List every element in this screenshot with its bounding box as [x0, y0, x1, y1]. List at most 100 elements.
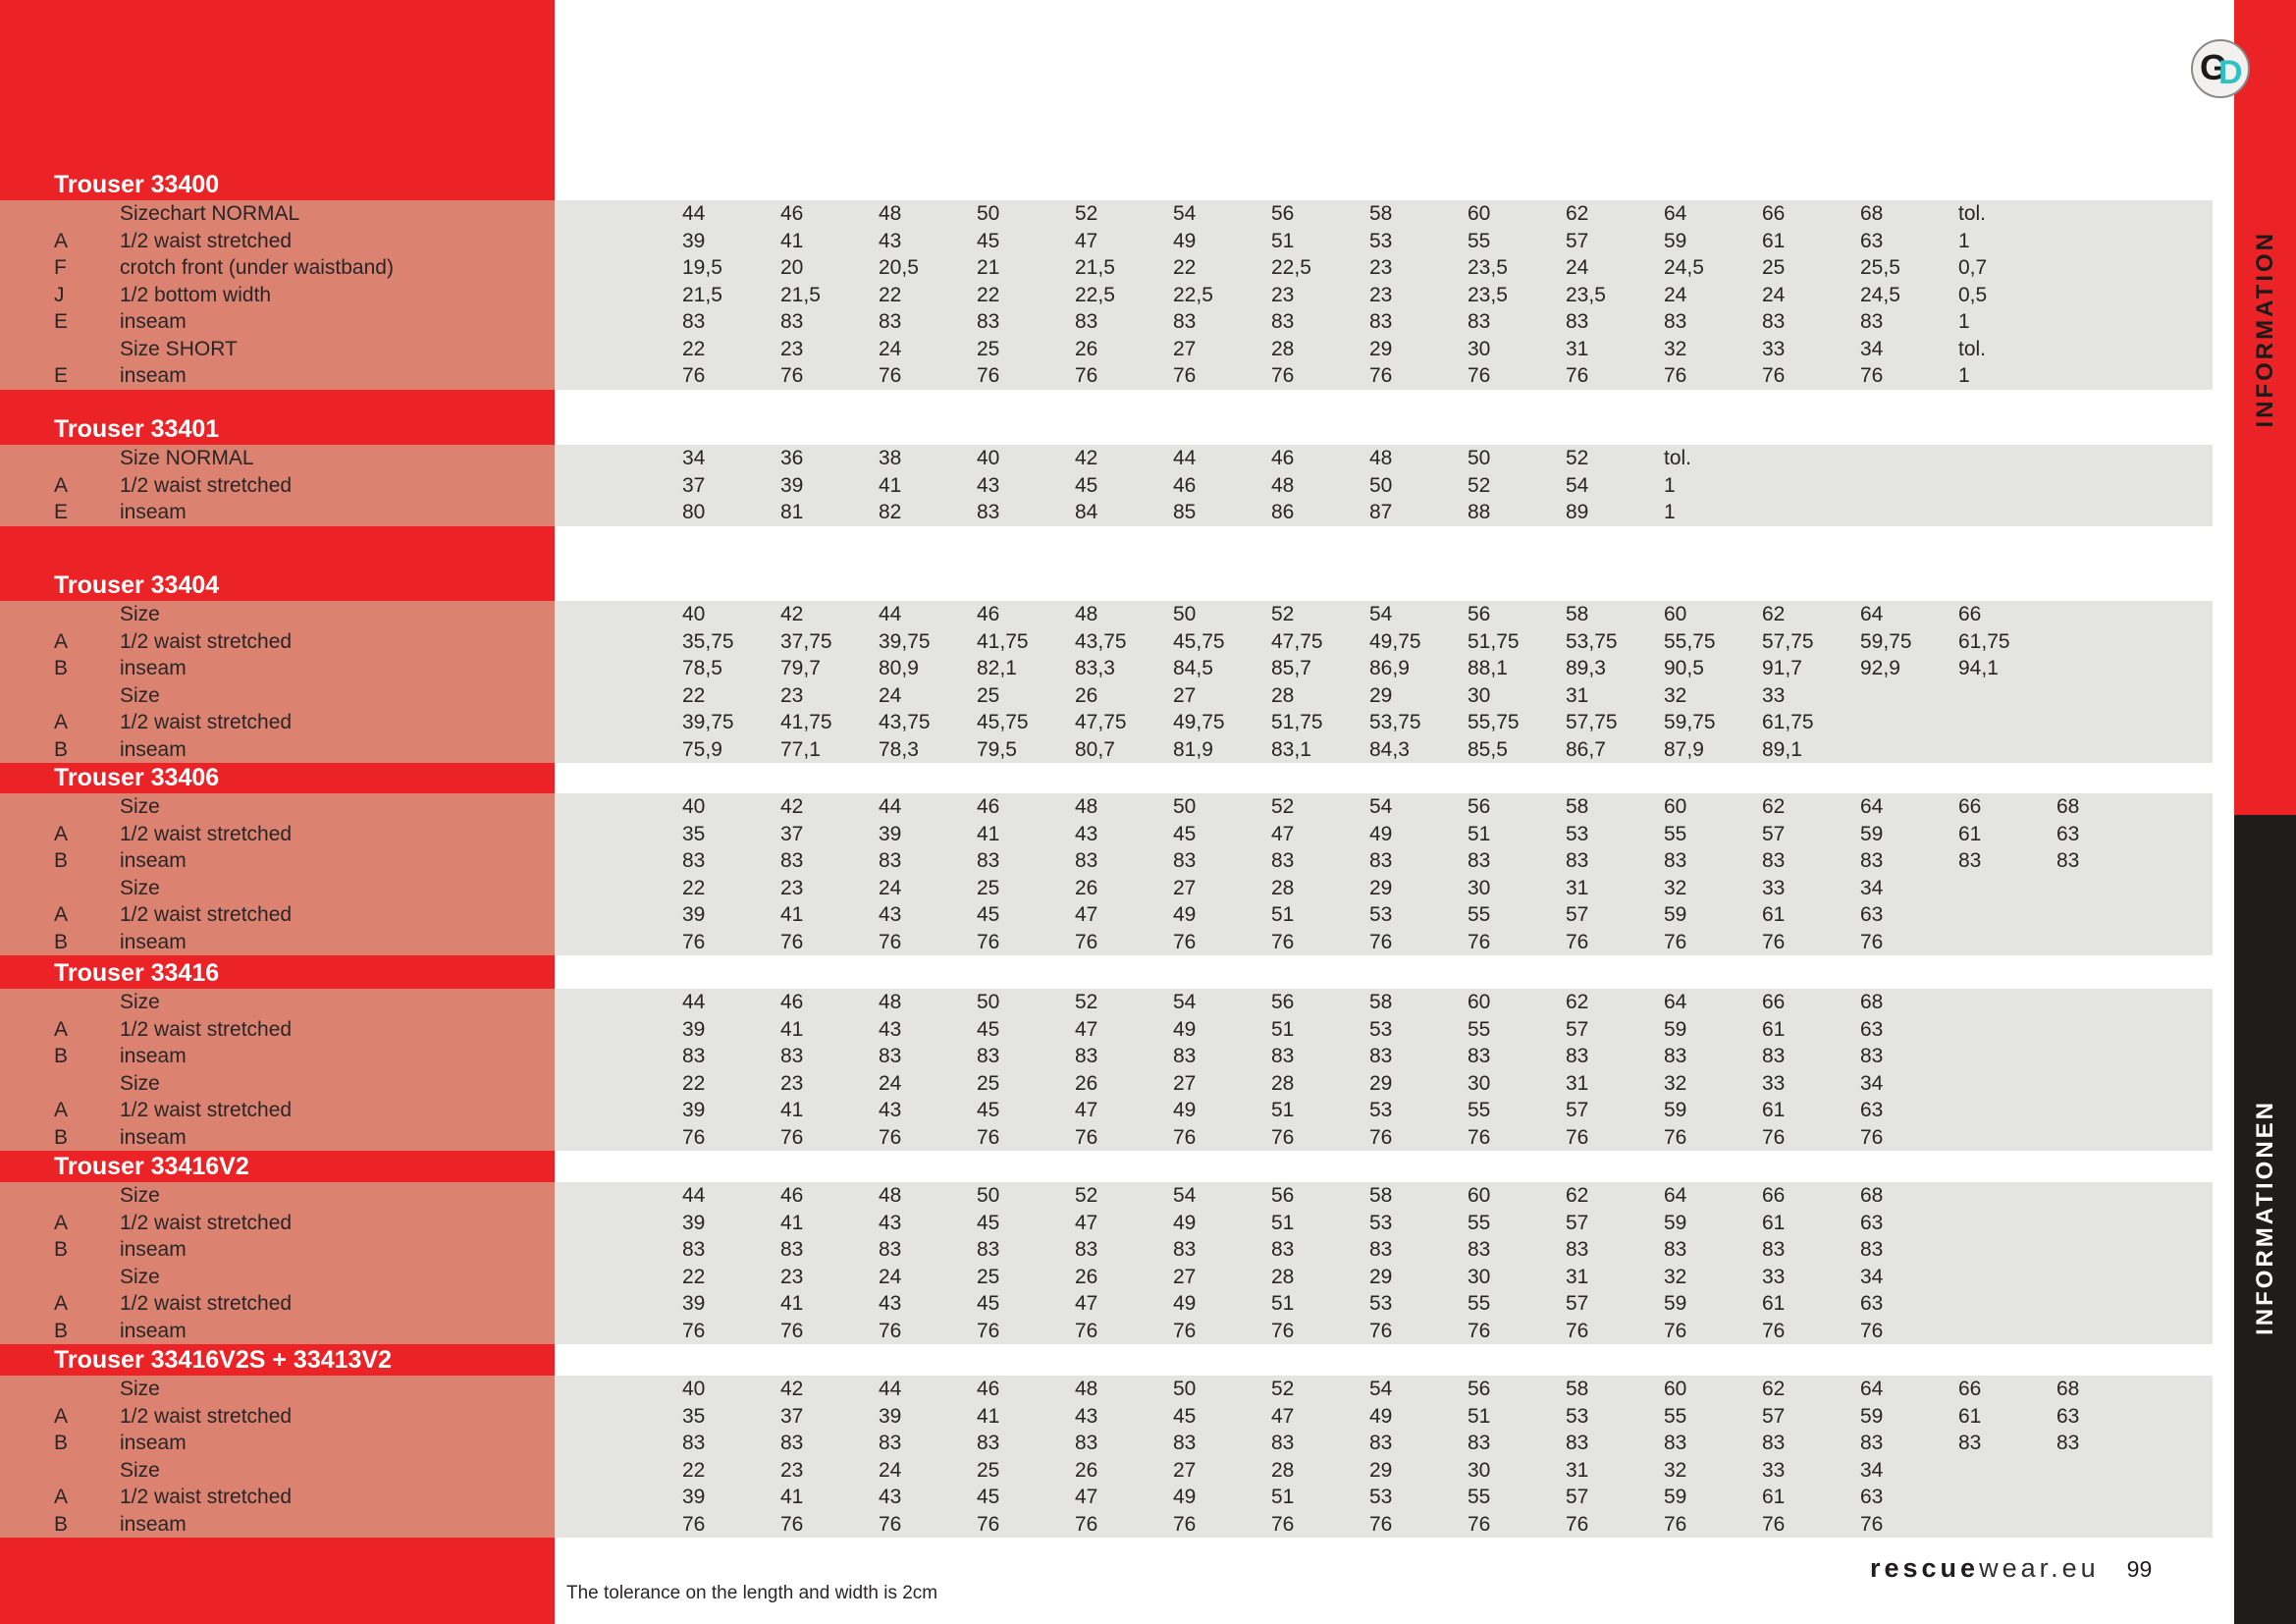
size-value-cell: 66 — [1762, 202, 1786, 225]
measure-letter: J — [54, 283, 65, 306]
size-value-cell: 76 — [1468, 1319, 1491, 1342]
size-value-cell: 83 — [977, 1432, 1000, 1454]
measure-description: 1/2 waist stretched — [120, 1292, 293, 1315]
size-value-cell: 22 — [682, 1458, 706, 1482]
size-value-cell: 76 — [1271, 1512, 1295, 1536]
size-value-cell: 53 — [1369, 1099, 1393, 1121]
size-value-cell: 29 — [1369, 1458, 1393, 1482]
size-value-cell: 47,75 — [1271, 629, 1323, 653]
size-value-cell: 76 — [1566, 1512, 1589, 1536]
size-value-cell: 57,75 — [1762, 629, 1814, 653]
grid-block-33416V2: 44 46 48 50 52 54 56 58 60 62 64 66 68 39 41 43 45 47 49 51… — [555, 1182, 2213, 1344]
spec-label-row: Size — [0, 1264, 555, 1291]
size-value-cell: 83 — [1369, 310, 1393, 333]
size-value-cell: 63 — [1860, 1486, 1884, 1508]
size-value-cell: 37,75 — [780, 629, 832, 653]
size-value-cell: 76 — [977, 364, 1000, 387]
size-value-cell: 61 — [1762, 1099, 1786, 1121]
size-value-cell: 51,75 — [1271, 711, 1323, 733]
size-value-cell: 49 — [1173, 1486, 1197, 1508]
section-title-33401: Trouser 33401 — [54, 415, 220, 443]
section-title-33416V2: Trouser 33416V2 — [54, 1153, 249, 1180]
size-value-cell: 47 — [1075, 1017, 1098, 1041]
size-value-cell: 47 — [1075, 1292, 1098, 1315]
size-value-cell: 82,1 — [977, 657, 1017, 679]
size-value-cell: 39 — [682, 1099, 706, 1121]
size-value-cell: 45 — [977, 1486, 1000, 1508]
size-value-cell: 33 — [1762, 337, 1786, 360]
size-value-cell: 31 — [1566, 1458, 1589, 1482]
size-value-cell: 85,7 — [1271, 657, 1311, 679]
size-value-cell: 43 — [879, 1017, 902, 1041]
size-value-cell: 54 — [1566, 473, 1589, 497]
size-value-cell: 60 — [1664, 1378, 1687, 1400]
size-value-cell: 31 — [1566, 1265, 1589, 1288]
measure-description: Size — [120, 876, 160, 899]
size-value-cell: 45 — [977, 1211, 1000, 1234]
size-value-cell: 76 — [682, 1125, 706, 1149]
size-value-cell: 51 — [1271, 229, 1295, 252]
size-value-cell: 22,5 — [1075, 283, 1115, 306]
size-value-cell: 60 — [1468, 991, 1491, 1013]
size-value-cell: 57 — [1566, 1292, 1589, 1315]
size-value-cell: 76 — [1271, 1125, 1295, 1149]
spec-label-row: Size NORMAL — [0, 445, 555, 472]
size-value-cell: 76 — [1271, 930, 1295, 953]
size-value-cell: 28 — [1271, 876, 1295, 899]
size-value-cell: 49,75 — [1173, 711, 1225, 733]
size-value-cell: 83 — [879, 849, 902, 872]
size-value-cell: 39 — [682, 229, 706, 252]
size-value-cell: 83 — [1860, 1238, 1884, 1261]
size-value-cell: 83 — [1762, 1045, 1786, 1067]
size-value-cell: 41 — [977, 1404, 1000, 1428]
size-value-cell: 59,75 — [1860, 629, 1912, 653]
size-value-cell: 61,75 — [1762, 711, 1814, 733]
size-value-cell: 61 — [1762, 229, 1786, 252]
size-value-row: 76 76 76 76 76 76 76 76 76 76 76 76 76 — [555, 1318, 2213, 1345]
size-value-row: 83 83 83 83 83 83 83 83 83 83 83 83 83 — [555, 1043, 2213, 1070]
measure-description: inseam — [120, 737, 187, 761]
size-value-cell: 76 — [780, 364, 804, 387]
size-value-row: 40 42 44 46 48 50 52 54 56 58 60 62 64 66 68 — [555, 793, 2213, 821]
size-value-cell: 39,75 — [682, 711, 734, 733]
size-value-cell: 59 — [1860, 1404, 1884, 1428]
measure-letter: B — [54, 1125, 69, 1149]
size-value-cell: 83 — [682, 1045, 706, 1067]
size-value-row: 80 81 82 83 84 85 86 87 88 89 1 — [555, 499, 2213, 526]
size-value-cell: 57,75 — [1566, 711, 1618, 733]
measure-letter: F — [54, 256, 67, 279]
measure-description: 1/2 bottom width — [120, 283, 272, 306]
size-value-cell: 76 — [1762, 364, 1786, 387]
size-value-cell: 35 — [682, 822, 706, 845]
size-value-cell: 22 — [682, 1071, 706, 1095]
size-value-cell: 54 — [1173, 202, 1197, 225]
size-value-cell: 55,75 — [1664, 629, 1716, 653]
size-value-cell: 30 — [1468, 1071, 1491, 1095]
size-value-cell: 26 — [1075, 1458, 1098, 1482]
size-value-cell: 85 — [1173, 501, 1197, 523]
size-value-cell: 83 — [1271, 1045, 1295, 1067]
size-value-cell: 61,75 — [1958, 629, 2010, 653]
size-value-cell: 22 — [682, 1265, 706, 1288]
size-value-cell: 91,7 — [1762, 657, 1802, 679]
measure-letter: B — [54, 1045, 69, 1067]
size-value-cell: 49 — [1173, 1017, 1197, 1041]
gd-logo-icon: G D — [2191, 39, 2250, 98]
size-value-row: 83 83 83 83 83 83 83 83 83 83 83 83 83 83 83 — [555, 847, 2213, 875]
spec-label-row: A 1/2 waist stretched — [0, 472, 555, 500]
size-value-cell: 52 — [1075, 1184, 1098, 1207]
size-value-cell: 23,5 — [1566, 283, 1606, 306]
size-value-cell: 64 — [1860, 795, 1884, 818]
spec-label-row: Size — [0, 989, 555, 1016]
size-value-cell: 29 — [1369, 1265, 1393, 1288]
size-value-cell: 57 — [1566, 903, 1589, 926]
size-value-cell: 76 — [1860, 1512, 1884, 1536]
size-value-cell: 59 — [1860, 822, 1884, 845]
brand-rescue: rescue — [1870, 1553, 1980, 1583]
size-value-row: 76 76 76 76 76 76 76 76 76 76 76 76 76 — [555, 1511, 2213, 1539]
section-title-33416: Trouser 33416 — [54, 959, 220, 987]
measure-letter: A — [54, 1099, 69, 1121]
size-value-cell: 24 — [879, 1265, 902, 1288]
